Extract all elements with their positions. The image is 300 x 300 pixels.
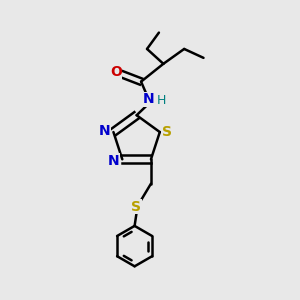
Text: S: S [162,125,172,139]
Text: O: O [110,65,122,79]
Text: N: N [108,154,119,168]
Text: N: N [143,92,154,106]
Text: H: H [157,94,167,107]
Text: N: N [99,124,110,138]
Text: S: S [131,200,141,214]
